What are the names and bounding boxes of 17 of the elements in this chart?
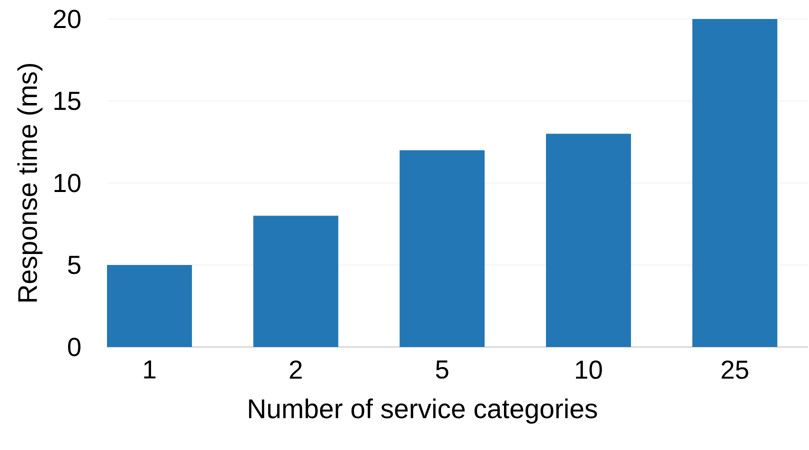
x-tick-label: 1 (144, 360, 156, 378)
bar (400, 150, 485, 347)
y-axis-title: Response time (ms) (17, 64, 42, 302)
y-tick-label: 15 (54, 92, 80, 110)
x-tick-label: 5 (436, 360, 448, 379)
bar (253, 216, 338, 347)
bar (107, 264, 192, 347)
y-tick-label: 5 (68, 256, 80, 274)
x-tick-label: 25 (722, 360, 748, 379)
x-tick-label: 2 (290, 360, 302, 379)
bar (692, 18, 778, 347)
y-tick-label: 20 (54, 10, 80, 28)
bar (546, 134, 631, 347)
y-tick-label: 0 (68, 338, 80, 356)
y-tick-label: 10 (54, 174, 80, 192)
x-axis-title: Number of service categories (249, 398, 597, 424)
x-tick-label: 10 (576, 360, 602, 379)
